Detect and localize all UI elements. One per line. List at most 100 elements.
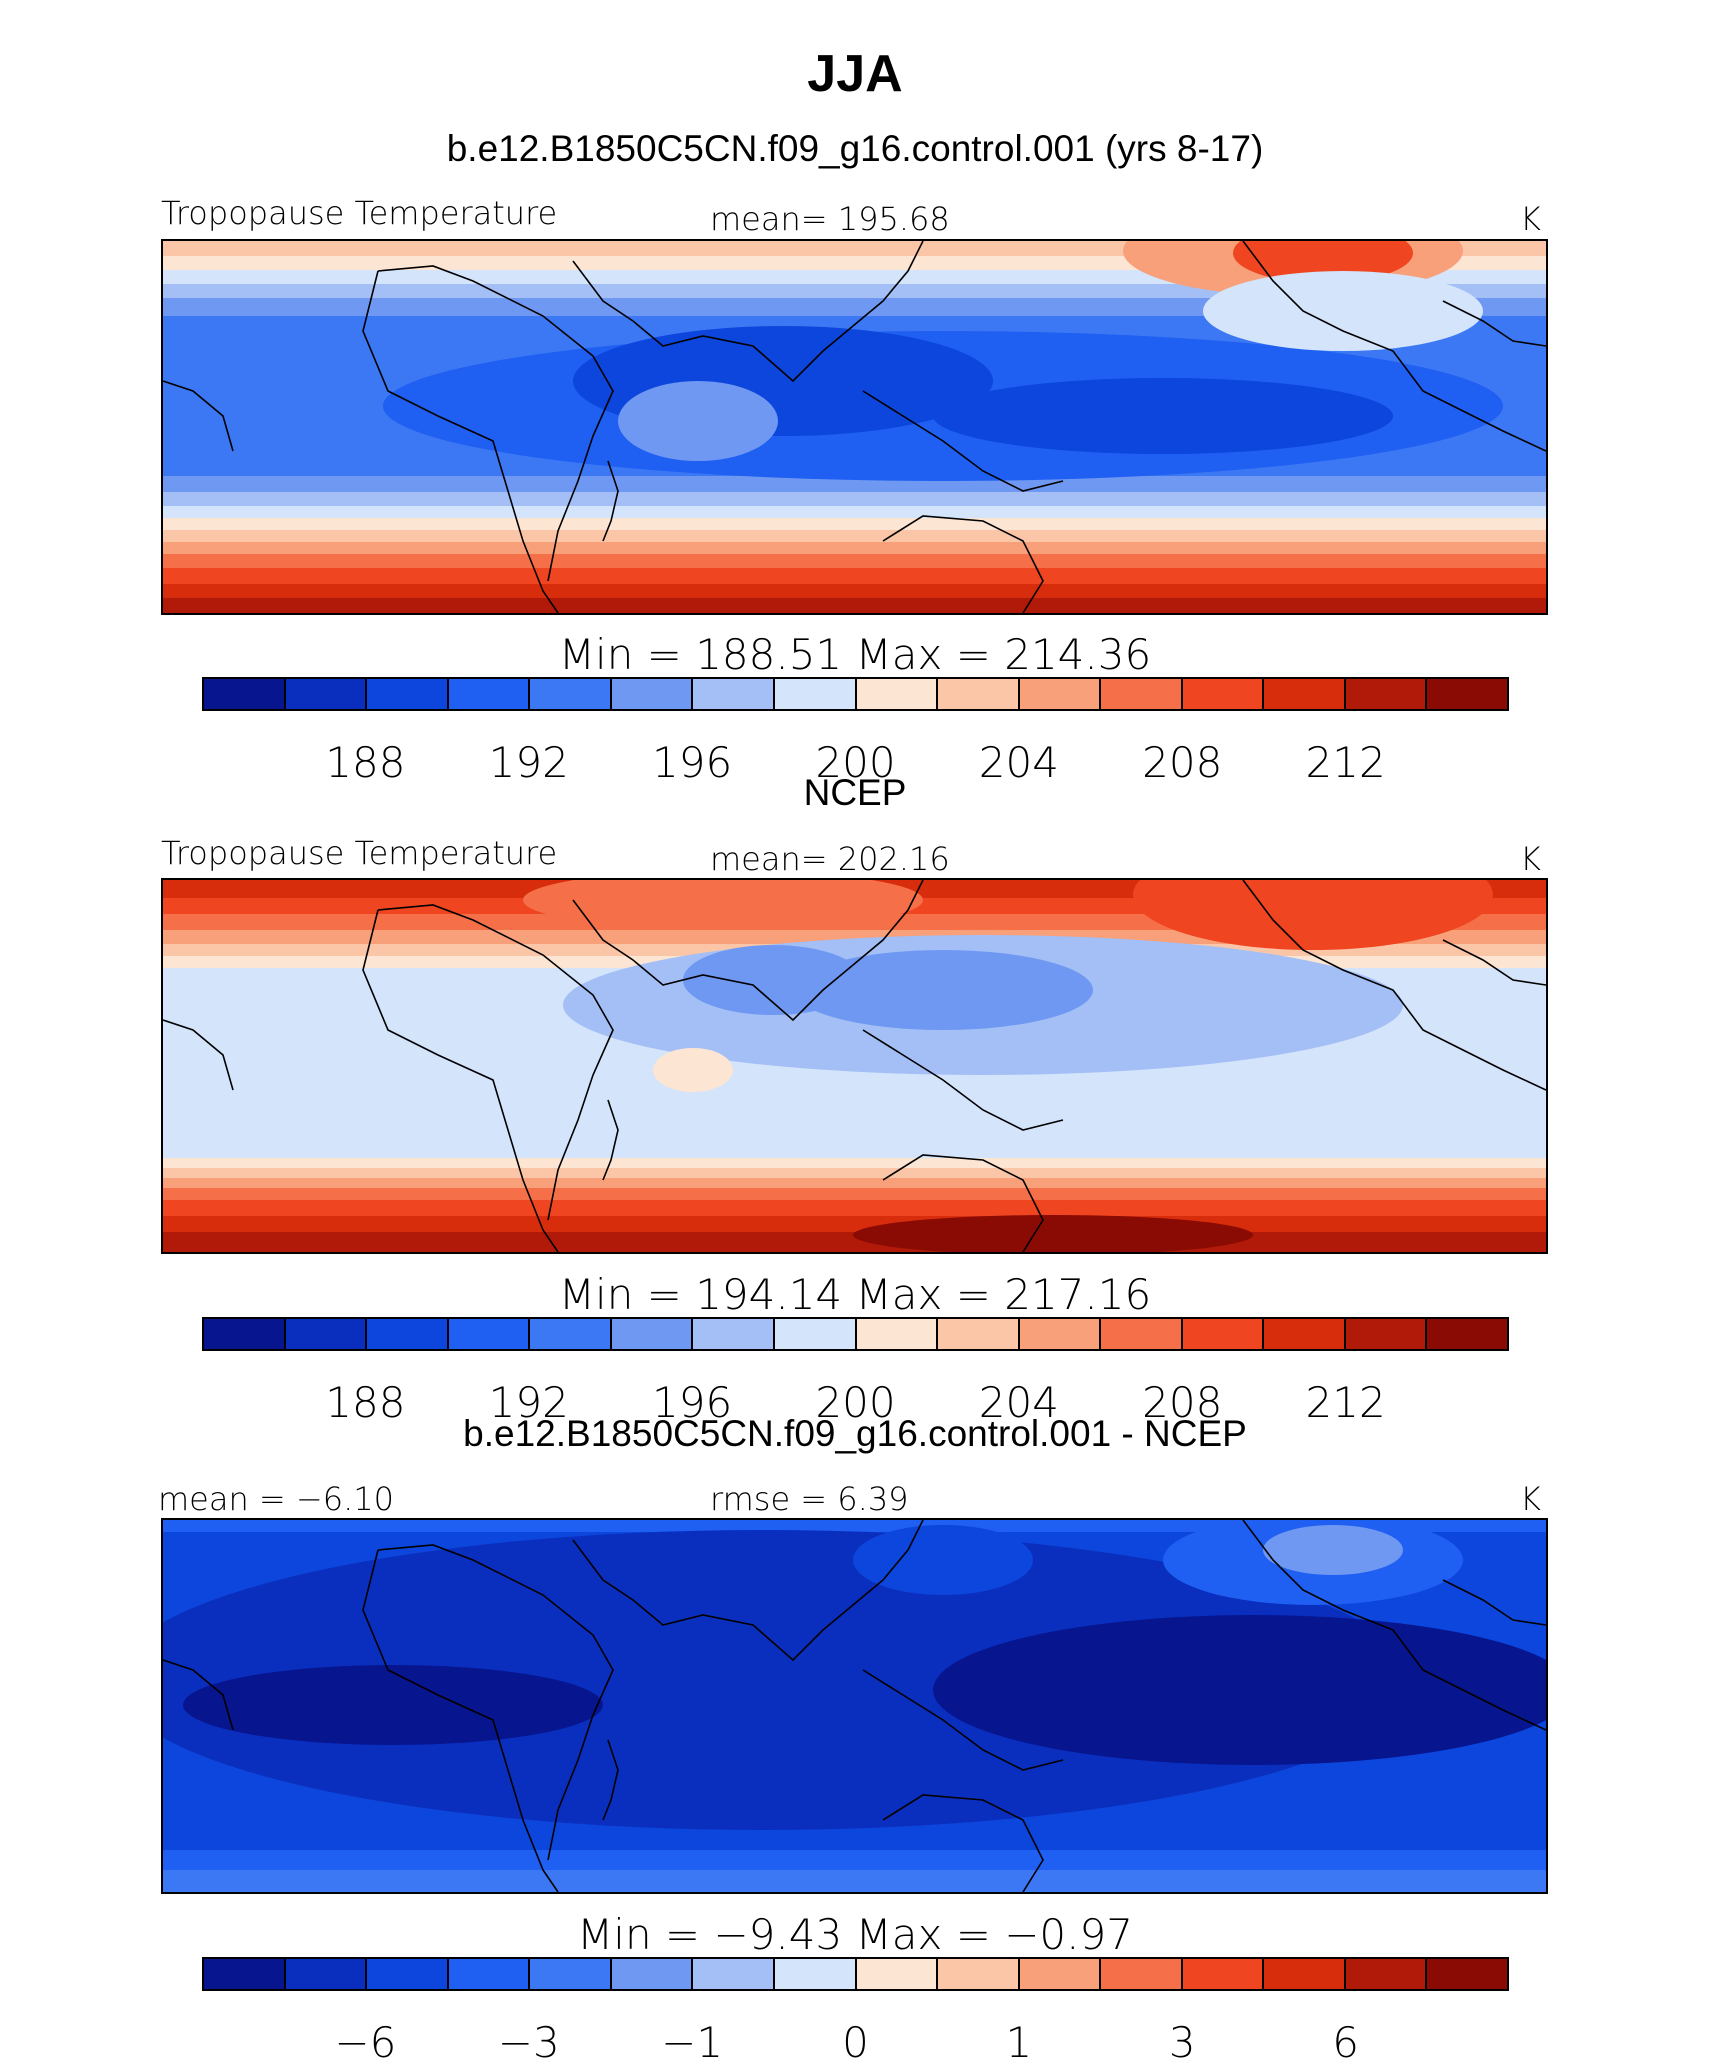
panel-1-variable-label: Tropopause Temperature xyxy=(161,194,558,232)
panel-1-units-label: K xyxy=(1520,200,1541,238)
colorbar-swatch xyxy=(856,679,939,709)
colorbar-swatch xyxy=(285,679,368,709)
panel-2-mean-label: mean= 202.16 xyxy=(710,840,950,878)
map-field xyxy=(163,880,1546,1252)
panel-1-title: b.e12.B1850C5CN.f09_g16.control.001 (yrs… xyxy=(446,128,1264,169)
contour-band xyxy=(163,1520,1546,1532)
coastline xyxy=(602,1099,619,1181)
contour-region xyxy=(618,381,778,461)
panel-1-min-max: Min = 188.51 Max = 214.36 xyxy=(558,630,1152,679)
contour-region xyxy=(653,1048,733,1092)
colorbar-swatch xyxy=(1345,1959,1428,1989)
coastline xyxy=(1242,880,1546,1091)
contour-region xyxy=(1133,880,1493,950)
coastline xyxy=(602,1739,619,1821)
coastline xyxy=(602,460,619,542)
colorbar-swatch xyxy=(367,1319,449,1349)
panel-3-colorbar xyxy=(202,1957,1509,1991)
colorbar-tick-label: 204 xyxy=(978,1378,1059,1427)
colorbar-tick-label: −3 xyxy=(497,2018,560,2067)
contour-band xyxy=(163,1158,1546,1168)
contour-band xyxy=(163,598,1546,613)
colorbar-tick-label: 212 xyxy=(1305,738,1386,787)
contour-region xyxy=(523,880,923,930)
coastline xyxy=(1442,300,1546,347)
colorbar-swatch xyxy=(530,1959,612,1989)
colorbar-tick-label: 0 xyxy=(842,2018,869,2067)
contour-region xyxy=(793,950,1093,1030)
coastline xyxy=(362,909,559,1252)
figure-title: JJA xyxy=(807,45,903,103)
colorbar-swatch xyxy=(774,1319,857,1349)
colorbar-swatch xyxy=(693,1959,775,1989)
colorbar-swatch xyxy=(1182,1959,1265,1989)
contour-band xyxy=(163,476,1546,492)
contour-band xyxy=(163,1168,1546,1178)
coastline xyxy=(862,1669,1064,1771)
colorbar-swatch xyxy=(285,1959,368,1989)
colorbar-swatch xyxy=(448,1319,531,1349)
contour-band xyxy=(163,1216,1546,1232)
contour-band xyxy=(163,506,1546,518)
colorbar-swatch xyxy=(367,679,449,709)
colorbar-swatch xyxy=(448,679,531,709)
colorbar-swatch xyxy=(1264,1959,1346,1989)
colorbar-swatch xyxy=(611,1959,694,1989)
colorbar-tick-label: 196 xyxy=(652,1378,733,1427)
colorbar-swatch xyxy=(1427,1319,1507,1349)
colorbar-swatch xyxy=(1182,679,1265,709)
colorbar-swatch xyxy=(1182,1319,1265,1349)
colorbar-swatch xyxy=(938,679,1020,709)
coastline xyxy=(862,1029,1064,1131)
panel-2-colorbar xyxy=(202,1317,1509,1351)
colorbar-swatch xyxy=(1264,1319,1346,1349)
contour-region xyxy=(1263,1525,1403,1575)
panel-3-map xyxy=(161,1518,1548,1894)
colorbar-swatch xyxy=(774,1959,857,1989)
contour-region xyxy=(1203,271,1483,351)
colorbar-swatch xyxy=(448,1959,531,1989)
coastline xyxy=(163,1019,234,1091)
colorbar-swatch xyxy=(530,1319,612,1349)
coastline xyxy=(163,380,234,452)
colorbar-swatch xyxy=(367,1959,449,1989)
colorbar-swatch xyxy=(1345,1319,1428,1349)
contour-band xyxy=(163,584,1546,598)
colorbar-swatch xyxy=(611,679,694,709)
colorbar-swatch xyxy=(1427,679,1507,709)
contour-band xyxy=(163,1870,1546,1892)
contour-band xyxy=(163,530,1546,542)
colorbar-swatch xyxy=(204,1959,286,1989)
contour-region xyxy=(853,1215,1253,1252)
colorbar-tick-label: 204 xyxy=(978,738,1059,787)
panel-2-min-max: Min = 194.14 Max = 217.16 xyxy=(558,1270,1152,1319)
contour-band xyxy=(163,298,1546,316)
coastline xyxy=(377,904,614,1221)
colorbar-swatch xyxy=(1101,1319,1183,1349)
contour-band xyxy=(163,542,1546,554)
colorbar-tick-label: 6 xyxy=(1332,2018,1359,2067)
colorbar-swatch xyxy=(1264,679,1346,709)
coastline xyxy=(163,1659,234,1731)
colorbar-swatch xyxy=(938,1959,1020,1989)
colorbar-swatch xyxy=(1019,1959,1102,1989)
contour-band xyxy=(163,518,1546,530)
contour-band xyxy=(163,492,1546,506)
colorbar-tick-label: 200 xyxy=(815,738,896,787)
colorbar-tick-label: 192 xyxy=(488,738,569,787)
panel-3-units-label: K xyxy=(1520,1480,1541,1518)
coastline xyxy=(572,1520,924,1662)
coastline xyxy=(882,1794,1044,1892)
colorbar-swatch xyxy=(1427,1959,1507,1989)
colorbar-swatch xyxy=(204,1319,286,1349)
contour-region xyxy=(183,1665,603,1745)
colorbar-swatch xyxy=(530,679,612,709)
coastline xyxy=(1242,241,1546,452)
colorbar-tick-label: 208 xyxy=(1142,1378,1223,1427)
colorbar-swatch xyxy=(285,1319,368,1349)
colorbar-swatch xyxy=(204,679,286,709)
contour-region xyxy=(933,378,1393,454)
panel-1-colorbar xyxy=(202,677,1509,711)
coastline xyxy=(362,1549,559,1892)
coastline xyxy=(882,1154,1044,1252)
